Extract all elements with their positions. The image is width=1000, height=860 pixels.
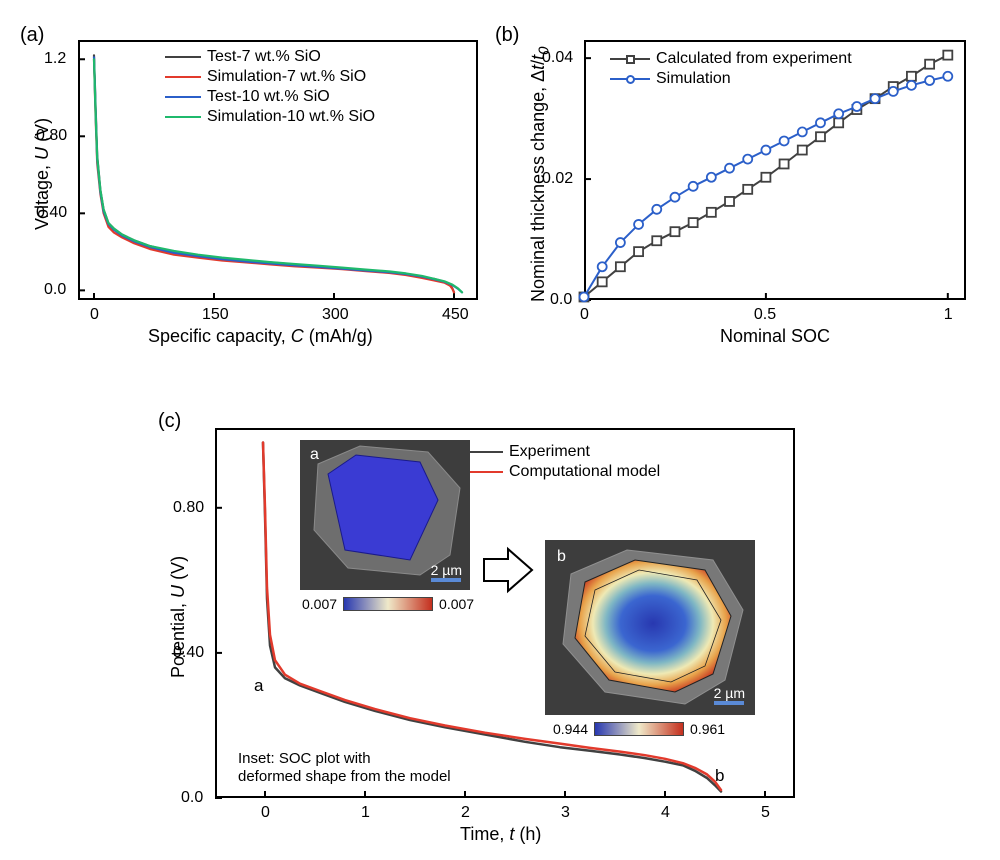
legend-text: Test-10 wt.% SiO [207,88,330,106]
legend-text: Computational model [509,463,660,481]
tick-label: 3 [561,804,570,822]
inset-b-cb-max: 0.961 [690,721,725,737]
inset-a-label: a [310,446,319,464]
inset-a-cb-min: 0.007 [302,596,337,612]
arrow-icon [480,545,535,595]
legend-text: Simulation-10 wt.% SiO [207,108,375,126]
tick-label: 0 [580,306,589,324]
scale-bar-icon [431,578,461,582]
panel-c-caption2: deformed shape from the model [238,768,451,785]
colorbar-gradient-icon [594,722,684,736]
tick-label: 0.02 [542,170,573,188]
tick-label: 300 [322,306,349,324]
legend-text: Calculated from experiment [656,50,852,68]
panel-a-xlabel: Specific capacity, C (mAh/g) [148,326,373,347]
legend-item: Calculated from experiment [610,50,852,68]
inset-a-cb-max: 0.007 [439,596,474,612]
legend-item: Simulation-7 wt.% SiO [165,68,375,86]
panel-a-legend: Test-7 wt.% SiO Simulation-7 wt.% SiO Test… [165,48,375,126]
inset-a-colorbar: 0.007 0.007 [302,596,474,612]
legend-text: Experiment [509,443,590,461]
panel-c-inset-a: 2 µm a [300,440,470,590]
tick-label: 0.5 [754,306,776,324]
inset-b-scale: 2 µm [714,685,745,705]
tick-label: 4 [661,804,670,822]
tick-label: 0.0 [550,291,572,309]
scale-bar-icon [714,701,744,705]
tick-label: 0.80 [36,127,67,145]
tick-label: 0.40 [36,204,67,222]
tick-label: 0.80 [173,499,204,517]
panel-c-marker-b: b [715,766,724,786]
inset-b-colorbar: 0.944 0.961 [553,721,725,737]
inset-b-label: b [557,548,566,566]
tick-label: 0.04 [542,49,573,67]
inset-a-scale-text: 2 µm [431,562,462,578]
inset-a-scale: 2 µm [431,562,462,582]
colorbar-gradient-icon [343,597,433,611]
legend-item: Experiment [467,443,660,461]
tick-label: 150 [202,306,229,324]
panel-c-legend: Experiment Computational model [467,443,660,481]
legend-line-icon [610,58,650,60]
tick-label: 1 [361,804,370,822]
legend-text: Test-7 wt.% SiO [207,48,321,66]
tick-label: 5 [761,804,770,822]
panel-c-xlabel: Time, t (h) [460,824,541,845]
legend-text: Simulation-7 wt.% SiO [207,68,366,86]
legend-line-icon [165,116,201,119]
legend-line-icon [165,56,201,59]
panel-b-legend: Calculated from experiment Simulation [610,50,852,88]
legend-item: Simulation [610,70,852,88]
tick-label: 0.40 [173,644,204,662]
tick-label: 0 [261,804,270,822]
legend-line-icon [165,96,201,99]
tick-label: 450 [442,306,469,324]
legend-line-icon [165,76,201,79]
panel-c-caption1: Inset: SOC plot with [238,750,371,767]
legend-line-icon [467,451,503,454]
legend-text: Simulation [656,70,731,88]
panel-a-label: (a) [20,24,44,47]
legend-item: Test-7 wt.% SiO [165,48,375,66]
legend-item: Test-10 wt.% SiO [165,88,375,106]
tick-label: 1.2 [44,50,66,68]
inset-b-cb-min: 0.944 [553,721,588,737]
legend-item: Computational model [467,463,660,481]
legend-item: Simulation-10 wt.% SiO [165,108,375,126]
tick-label: 1 [944,306,953,324]
inset-b-scale-text: 2 µm [714,685,745,701]
panel-c-marker-a: a [254,676,263,696]
tick-label: 0.0 [181,789,203,807]
legend-line-icon [610,78,650,80]
tick-label: 2 [461,804,470,822]
panel-c-label: (c) [158,410,181,433]
legend-line-icon [467,471,503,474]
panel-c-inset-b: 2 µm b [545,540,755,715]
tick-label: 0.0 [44,281,66,299]
panel-b-label: (b) [495,24,519,47]
panel-b-xlabel: Nominal SOC [720,326,830,347]
tick-label: 0 [90,306,99,324]
